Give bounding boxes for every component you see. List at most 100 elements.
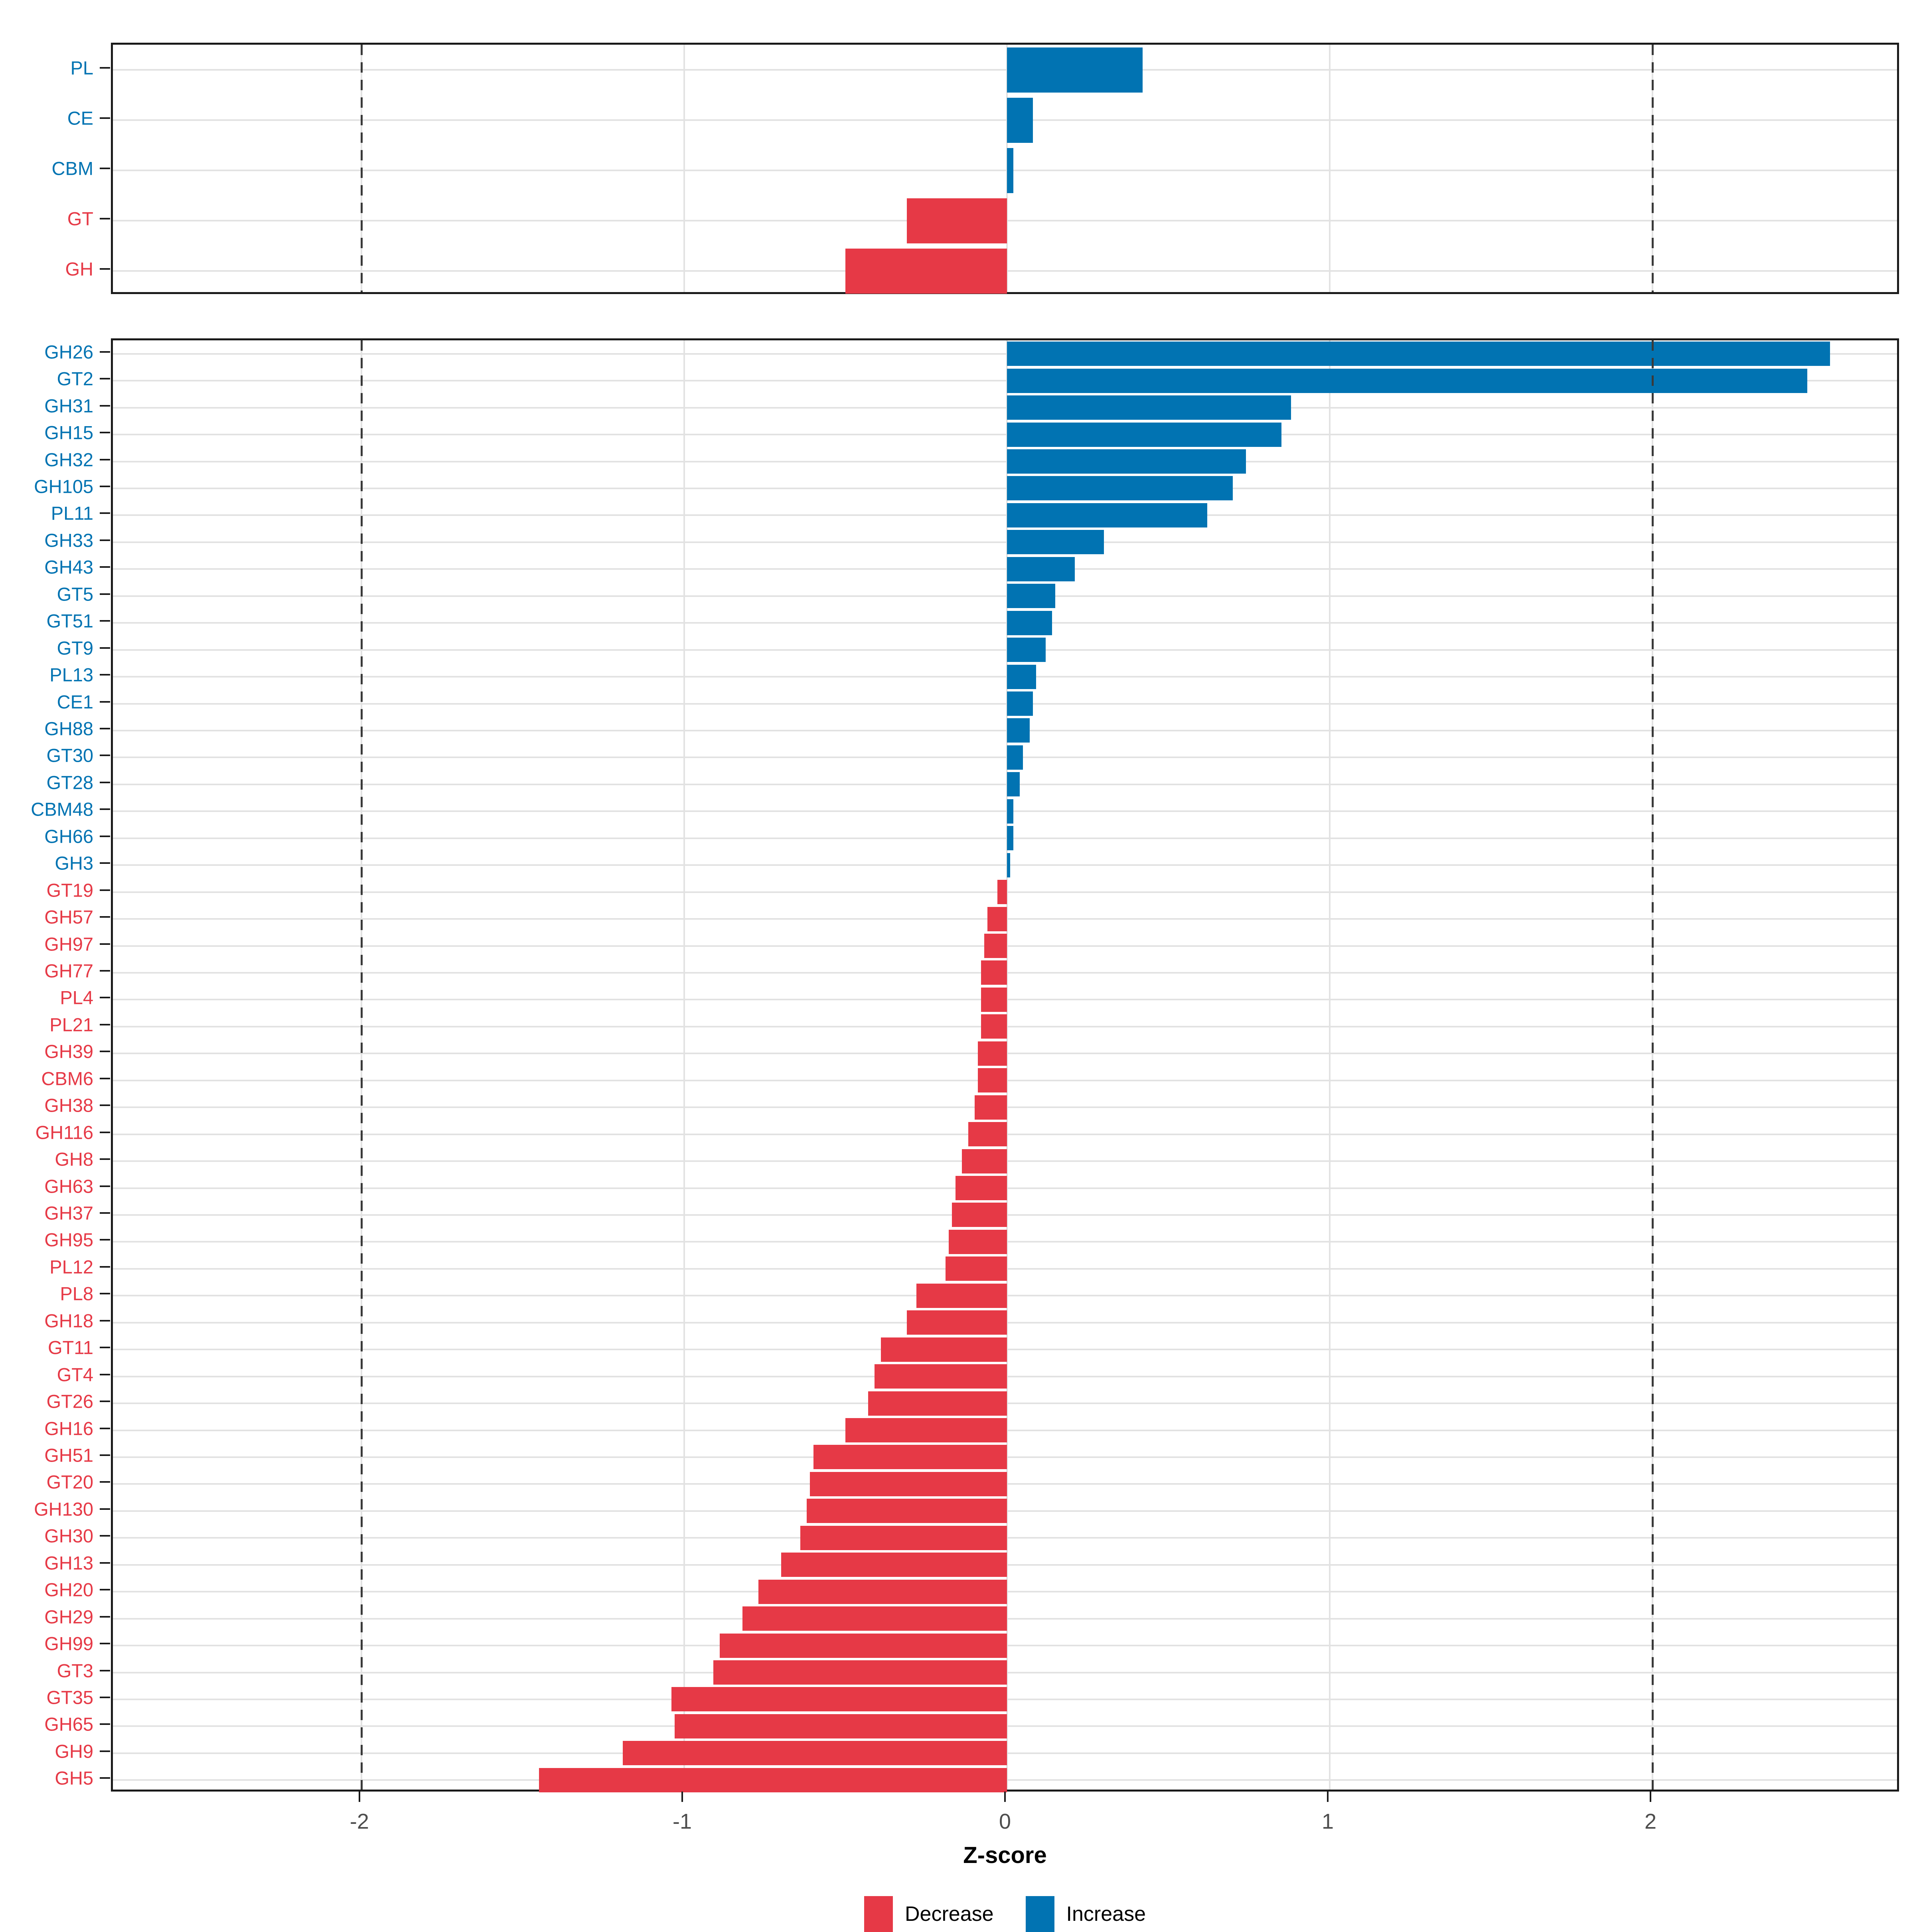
dashed-reference-line [360, 45, 363, 292]
y-tick-mark [100, 117, 110, 119]
y-tick-mark [100, 351, 110, 353]
category-label-GH97: GH97 [44, 933, 93, 954]
category-label-PL11: PL11 [51, 502, 93, 524]
category-label-GH66: GH66 [44, 826, 93, 847]
bar-GH63 [955, 1176, 1007, 1200]
y-tick-mark [100, 1723, 110, 1725]
bar-GH3 [1007, 853, 1011, 877]
category-label-GH26: GH26 [44, 341, 93, 363]
dashed-reference-line [360, 340, 363, 1790]
bar-GH95 [949, 1229, 1007, 1254]
category-label-PL13: PL13 [49, 664, 93, 685]
y-tick-mark [100, 1696, 110, 1698]
panel-class-summary [111, 43, 1899, 294]
category-label-PL: PL [70, 57, 94, 79]
category-label-GH37: GH37 [44, 1202, 93, 1224]
x-tick-label: -1 [672, 1810, 692, 1833]
y-tick-mark [100, 727, 110, 729]
category-label-GT2: GT2 [57, 368, 93, 389]
horizontal-gridline [113, 170, 1897, 171]
bar-GT20 [810, 1472, 1007, 1496]
y-tick-mark [100, 1616, 110, 1618]
bar-GH51 [813, 1445, 1007, 1470]
vertical-gridline [683, 340, 685, 1790]
bar-GT35 [671, 1687, 1007, 1712]
x-tick-label: -2 [349, 1810, 369, 1833]
y-tick-mark [100, 1750, 110, 1752]
category-label-PL4: PL4 [60, 987, 93, 1008]
y-tick-mark [100, 1131, 110, 1133]
y-tick-mark [100, 168, 110, 169]
bar-CE [1007, 97, 1033, 143]
legend-item-increase: Increase [1025, 1896, 1146, 1932]
bar-GH16 [845, 1418, 1007, 1442]
y-tick-mark [100, 1562, 110, 1564]
horizontal-gridline [113, 69, 1897, 71]
category-label-GH130: GH130 [34, 1498, 93, 1520]
bar-GH39 [978, 1041, 1007, 1066]
bar-GH31 [1007, 395, 1291, 420]
bar-GH130 [807, 1499, 1007, 1523]
y-tick-mark [100, 889, 110, 891]
category-label-CE: CE [67, 107, 93, 129]
category-label-GT35: GT35 [46, 1687, 93, 1708]
bar-GT5 [1007, 584, 1056, 608]
vertical-gridline [683, 45, 685, 292]
y-tick-mark [100, 1051, 110, 1053]
category-label-PL12: PL12 [49, 1256, 93, 1278]
y-tick-mark [100, 1104, 110, 1106]
horizontal-gridline [113, 460, 1897, 462]
bar-GT4 [875, 1364, 1007, 1389]
bar-GT26 [868, 1391, 1007, 1416]
increase-swatch-icon [1025, 1896, 1054, 1932]
y-tick-mark [100, 485, 110, 487]
category-label-GH13: GH13 [44, 1552, 93, 1574]
horizontal-gridline [113, 407, 1897, 409]
category-label-GH9: GH9 [55, 1740, 93, 1762]
category-label-CBM48: CBM48 [31, 798, 93, 820]
x-tick-mark [681, 1792, 683, 1802]
bar-CBM6 [978, 1068, 1007, 1093]
horizontal-gridline [113, 487, 1897, 489]
category-label-GH29: GH29 [44, 1606, 93, 1628]
bar-GH65 [674, 1714, 1007, 1738]
bar-GH5 [539, 1768, 1007, 1792]
y-tick-mark [100, 835, 110, 837]
bar-GH88 [1007, 718, 1030, 743]
y-tick-mark [100, 1777, 110, 1779]
horizontal-gridline [113, 676, 1897, 678]
horizontal-gridline [113, 380, 1897, 382]
category-label-GT: GT [67, 208, 93, 229]
y-tick-mark [100, 1158, 110, 1160]
y-tick-mark [100, 1185, 110, 1187]
bar-GH15 [1007, 422, 1281, 447]
category-label-PL21: PL21 [49, 1014, 93, 1035]
category-label-GH32: GH32 [44, 449, 93, 470]
y-tick-mark [100, 1401, 110, 1403]
bar-PL [1007, 47, 1143, 93]
y-tick-mark [100, 432, 110, 434]
y-tick-mark [100, 1320, 110, 1322]
bar-GH43 [1007, 557, 1075, 581]
y-tick-mark [100, 458, 110, 460]
category-label-GT20: GT20 [46, 1471, 93, 1493]
bar-GH13 [781, 1553, 1007, 1577]
bar-PL11 [1007, 503, 1207, 527]
panel-family-detail [111, 338, 1899, 1792]
y-tick-mark [100, 1293, 110, 1295]
category-label-GH88: GH88 [44, 718, 93, 739]
horizontal-gridline [113, 837, 1897, 839]
y-tick-mark [100, 539, 110, 541]
category-label-GH95: GH95 [44, 1229, 93, 1250]
category-label-GH43: GH43 [44, 556, 93, 578]
category-label-GT19: GT19 [46, 879, 93, 901]
bar-GT30 [1007, 745, 1023, 770]
category-label-GH51: GH51 [44, 1444, 93, 1466]
y-tick-mark [100, 862, 110, 864]
legend: Decrease Increase [864, 1896, 1146, 1932]
bar-PL4 [981, 987, 1007, 1012]
horizontal-gridline [113, 622, 1897, 624]
category-label-GH57: GH57 [44, 906, 93, 928]
y-tick-mark [100, 378, 110, 380]
bar-GH97 [984, 934, 1007, 958]
